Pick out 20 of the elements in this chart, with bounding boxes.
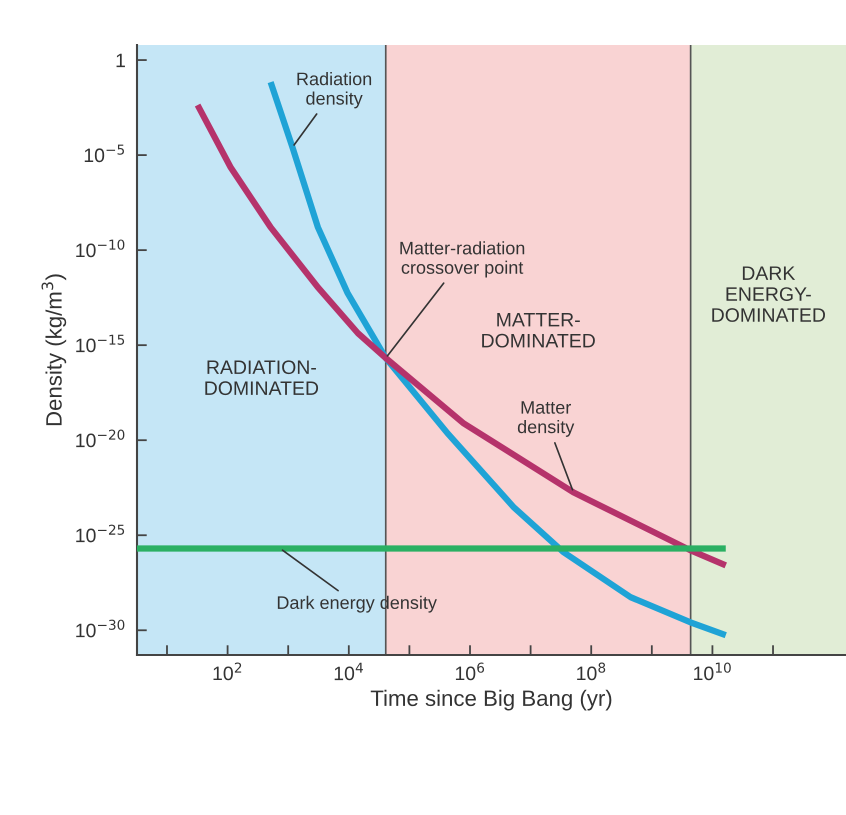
x-axis-title: Time since Big Bang (yr) [370,690,612,711]
y-tick-label: 10$^{−25}$ [76,524,124,542]
annotation: Radiation density [297,72,372,108]
y-tick-label: 10$^{−10}$ [76,239,124,258]
band-label: MATTER- DOMINATED [482,313,595,348]
y-tick-label: 10$^{−15}$ [76,334,124,352]
x-tick-label: 10$^{6}$ [456,662,484,680]
band-label: DARK ENERGY- DOMINATED [712,266,826,322]
x-tick-label: 10$^{2}$ [214,662,242,680]
y-tick-label: 10$^{−5}$ [84,144,124,162]
y-axis-title: Density (kg/m$^{3}$) [42,274,66,426]
y-tick-label: 10$^{−30}$ [76,620,124,638]
y-tick-label: 10$^{−20}$ [76,430,124,448]
band-label: RADIATION- DOMINATED [205,360,318,396]
annotation: Matter density [518,401,574,437]
x-tick-label: 10$^{4}$ [334,662,363,680]
x-tick-label: 10$^{8}$ [577,662,606,680]
x-tick-label: 10$^{10}$ [694,662,731,680]
annotation: Matter-radiation crossover point [400,241,524,278]
y-tick-label: 1 [116,54,125,68]
